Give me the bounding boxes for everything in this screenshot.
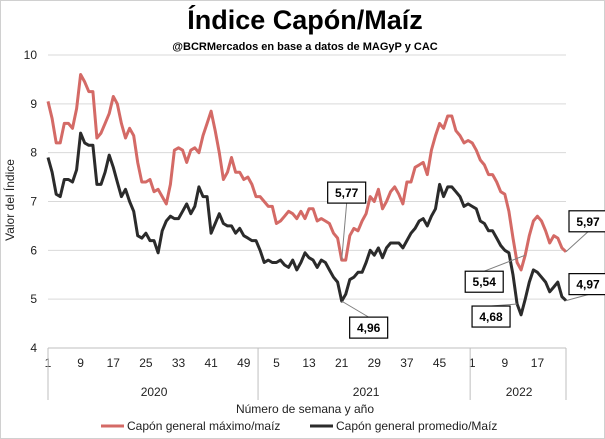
annotation-box bbox=[464, 270, 504, 293]
annotation-leader bbox=[565, 294, 589, 302]
x-tick-label: 1 bbox=[469, 356, 476, 370]
y-tick-label: 6 bbox=[30, 243, 37, 257]
annotation-label: 4,96 bbox=[357, 321, 381, 335]
y-tick-label: 10 bbox=[24, 48, 38, 62]
y-tick-label: 4 bbox=[30, 341, 37, 355]
annotation-leader bbox=[341, 300, 369, 318]
annotation-label: 5,77 bbox=[335, 186, 359, 200]
x-tick-label: 5 bbox=[273, 356, 280, 370]
y-tick-label: 7 bbox=[30, 195, 37, 209]
annotation-label: 5,54 bbox=[473, 275, 497, 289]
annotation-label: 4,68 bbox=[479, 310, 503, 324]
x-tick-label: 9 bbox=[501, 356, 508, 370]
chart-title: Índice Capón/Maíz bbox=[187, 4, 423, 35]
x-tick-label: 21 bbox=[335, 356, 349, 370]
year-labels: 2020 2021 2022 bbox=[141, 385, 533, 399]
x-tick-label: 25 bbox=[139, 356, 153, 370]
year-label: 2020 bbox=[141, 385, 168, 399]
annotation-box bbox=[327, 181, 367, 204]
annotation-label: 4,97 bbox=[576, 278, 600, 292]
x-axis-ticks: 191725334149513212937451917 bbox=[45, 347, 567, 400]
annotation-box bbox=[349, 316, 389, 339]
annotation-box bbox=[568, 210, 605, 233]
x-tick-label: 17 bbox=[107, 356, 121, 370]
grid-lines bbox=[48, 54, 566, 349]
y-tick-label: 5 bbox=[30, 292, 37, 306]
plot-lines bbox=[46, 73, 568, 317]
annotation-leader bbox=[341, 203, 348, 261]
annotation-label: 5,97 bbox=[576, 215, 600, 229]
annotation-box bbox=[471, 305, 511, 328]
x-tick-label: 33 bbox=[172, 356, 186, 370]
x-tick-label: 41 bbox=[204, 356, 218, 370]
year-label: 2021 bbox=[353, 385, 380, 399]
annotation-box bbox=[568, 273, 605, 296]
legend: Capón general máximo/maíz Capón general … bbox=[101, 419, 497, 433]
y-tick-label: 9 bbox=[30, 97, 37, 111]
chart-subtitle: @BCRMercados en base a datos de MAGyP y … bbox=[172, 41, 437, 53]
y-axis-ticks: 4 5 6 7 8 9 10 bbox=[24, 48, 38, 355]
series-line-avg bbox=[46, 131, 568, 317]
x-tick-label: 17 bbox=[531, 356, 545, 370]
x-tick-label: 49 bbox=[237, 356, 251, 370]
legend-label-avg: Capón general promedio/Maíz bbox=[336, 419, 497, 433]
annotation-leader bbox=[565, 231, 589, 253]
year-label: 2022 bbox=[506, 385, 533, 399]
legend-label-max: Capón general máximo/maíz bbox=[127, 419, 280, 433]
annotation-leader bbox=[484, 254, 526, 272]
x-tick-label: 9 bbox=[77, 356, 84, 370]
annotations: 5,77 4,96 5,54 4,68 5,97 4,97 bbox=[327, 181, 605, 339]
x-tick-label: 37 bbox=[400, 356, 414, 370]
x-tick-label: 45 bbox=[433, 356, 447, 370]
x-tick-label: 13 bbox=[302, 356, 316, 370]
y-axis-label: Valor del Índice bbox=[2, 159, 17, 241]
x-tick-label: 29 bbox=[368, 356, 382, 370]
y-tick-label: 8 bbox=[30, 146, 37, 160]
series-line-max bbox=[46, 73, 568, 272]
x-axis-label: Número de semana y año bbox=[236, 402, 374, 416]
